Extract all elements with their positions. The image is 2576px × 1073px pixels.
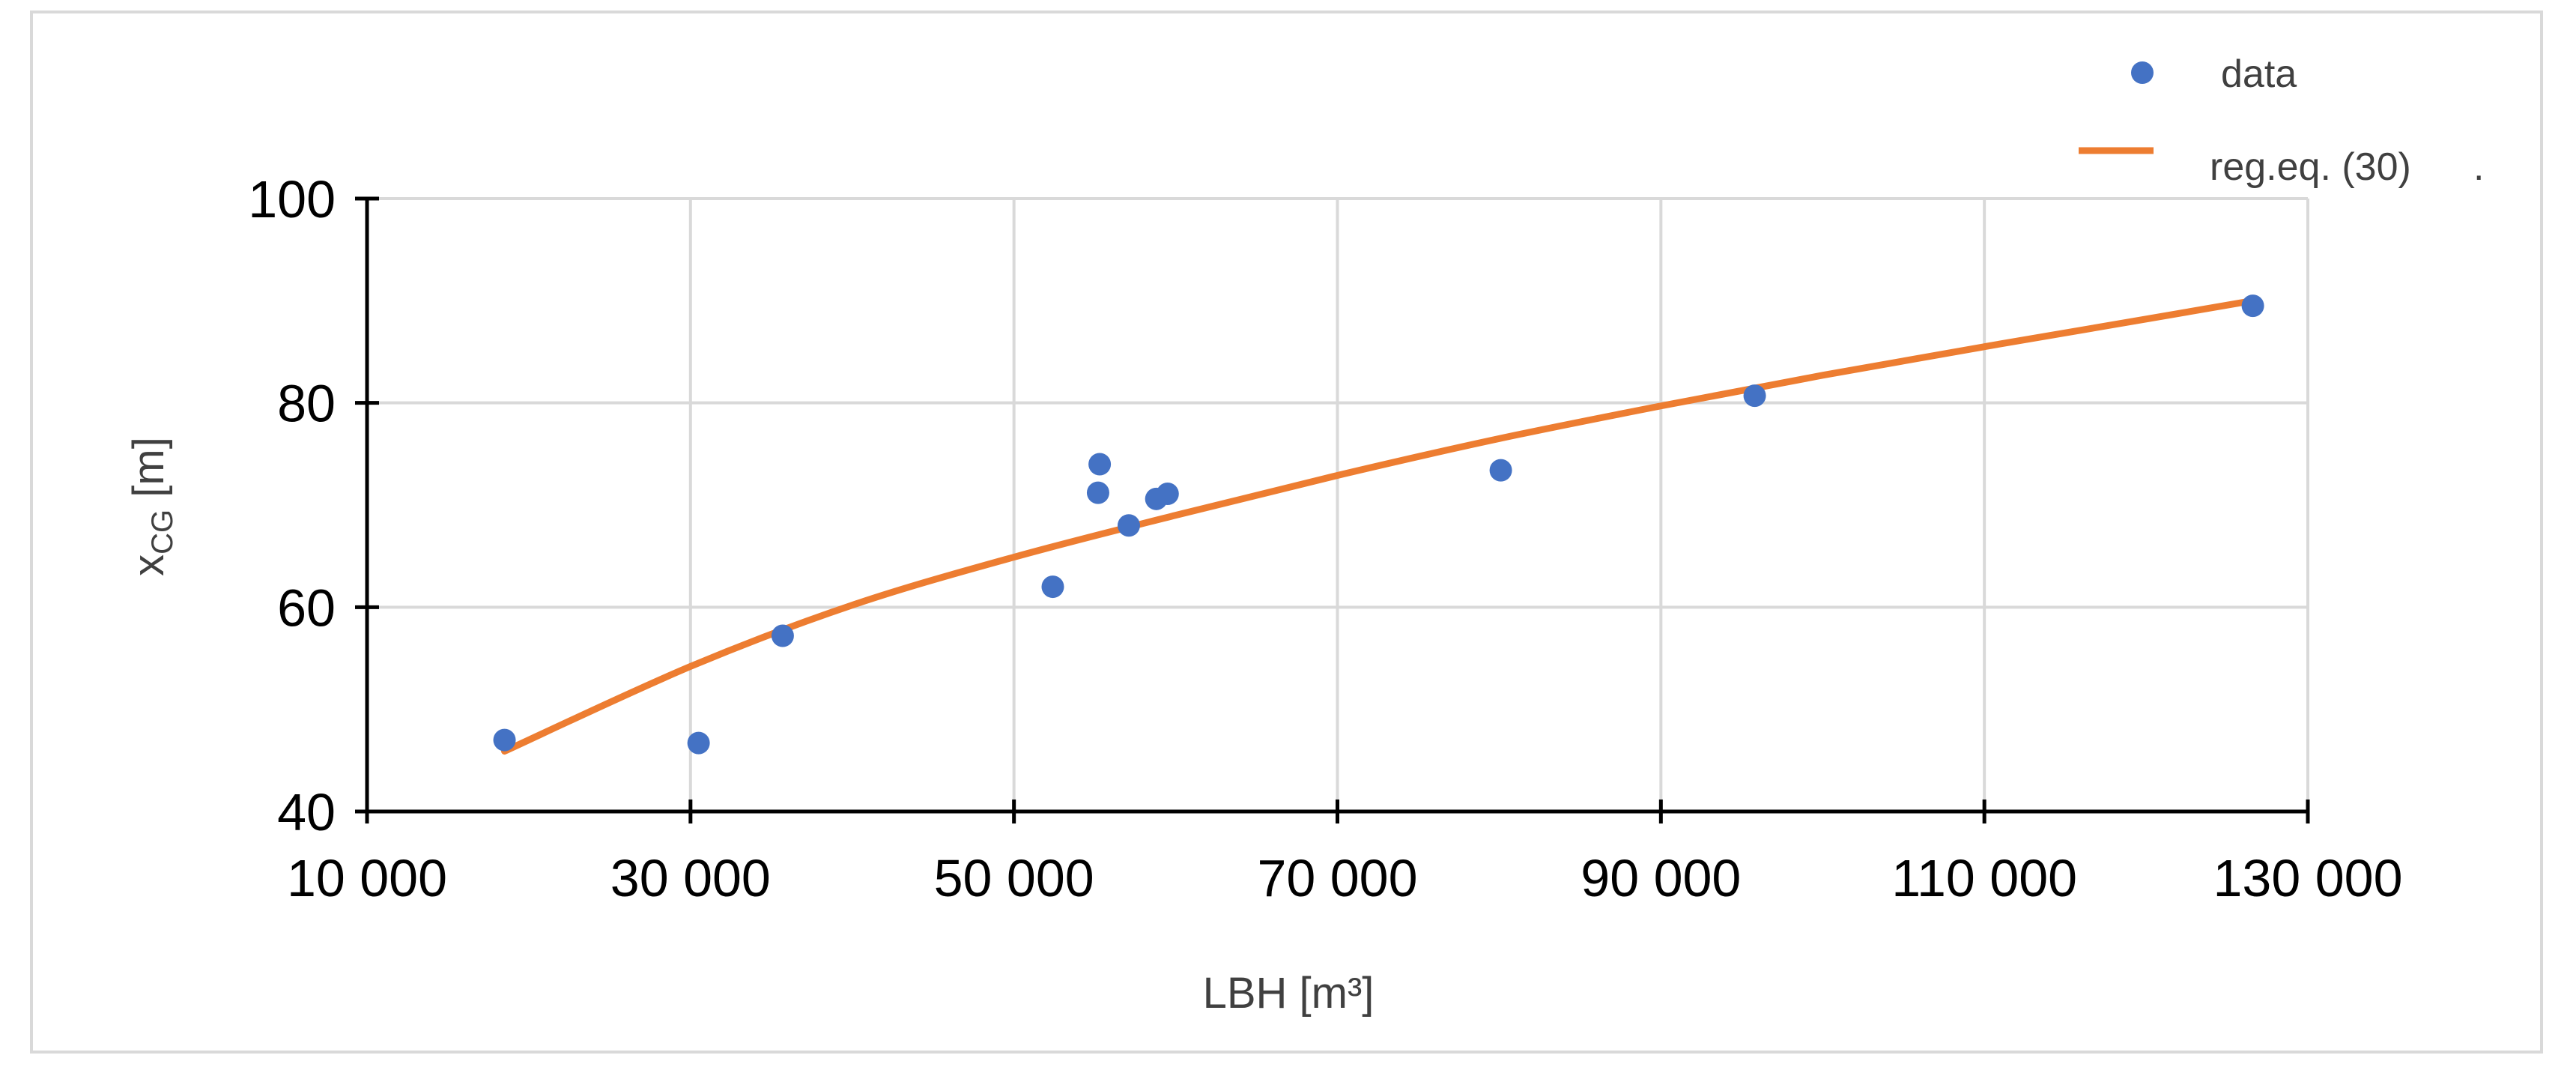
regression-line-layer [501,297,2257,755]
x-tick-label: 70 000 [1257,849,1417,907]
data-points-layer [493,294,2264,755]
y-axis-title: xCG [m] [124,437,179,576]
axes-layer [355,196,2310,823]
data-point [687,731,710,755]
y-tick-label: 60 [277,578,336,637]
legend-data-label: data [2221,52,2297,96]
y-axis-title-main: x [124,554,173,576]
x-tick-label: 90 000 [1581,849,1741,907]
legend-data-marker [2131,61,2154,84]
y-axis-title-subscript: CG [146,510,179,554]
data-point [1041,575,1064,599]
data-point [1156,483,1179,506]
x-axis-title: LBH [m³] [1203,969,1375,1018]
x-tick-label: 50 000 [934,849,1094,907]
data-point [493,728,516,752]
x-tick-label: 10 000 [287,849,447,907]
data-point [1489,459,1512,482]
data-point [1086,481,1109,504]
data-point [1088,453,1112,476]
chart-frame [30,10,2543,1054]
regression-line [501,297,2257,755]
data-point [1117,514,1140,537]
legend-trailing-mark: . [2473,145,2484,189]
data-point [771,624,794,647]
y-tick-label: 100 [248,170,336,229]
y-tick-label: 80 [277,375,336,433]
legend-regression-label: reg.eq. (30) [2210,145,2411,189]
x-tick-label: 110 000 [1891,849,2077,907]
data-point [1743,384,1766,408]
tick-labels-layer: 10 000 30 000 50 000 70 000 90 000 110 000 130… [248,170,2402,907]
y-axis-title-unit: [m] [124,437,173,510]
data-point [2241,294,2264,318]
x-tick-label: 30 000 [610,849,771,907]
legend: data reg.eq. (30) . [2079,52,2484,189]
grid-layer [367,197,2309,811]
x-tick-label: 130 000 [2213,849,2402,907]
y-tick-label: 40 [277,783,336,841]
